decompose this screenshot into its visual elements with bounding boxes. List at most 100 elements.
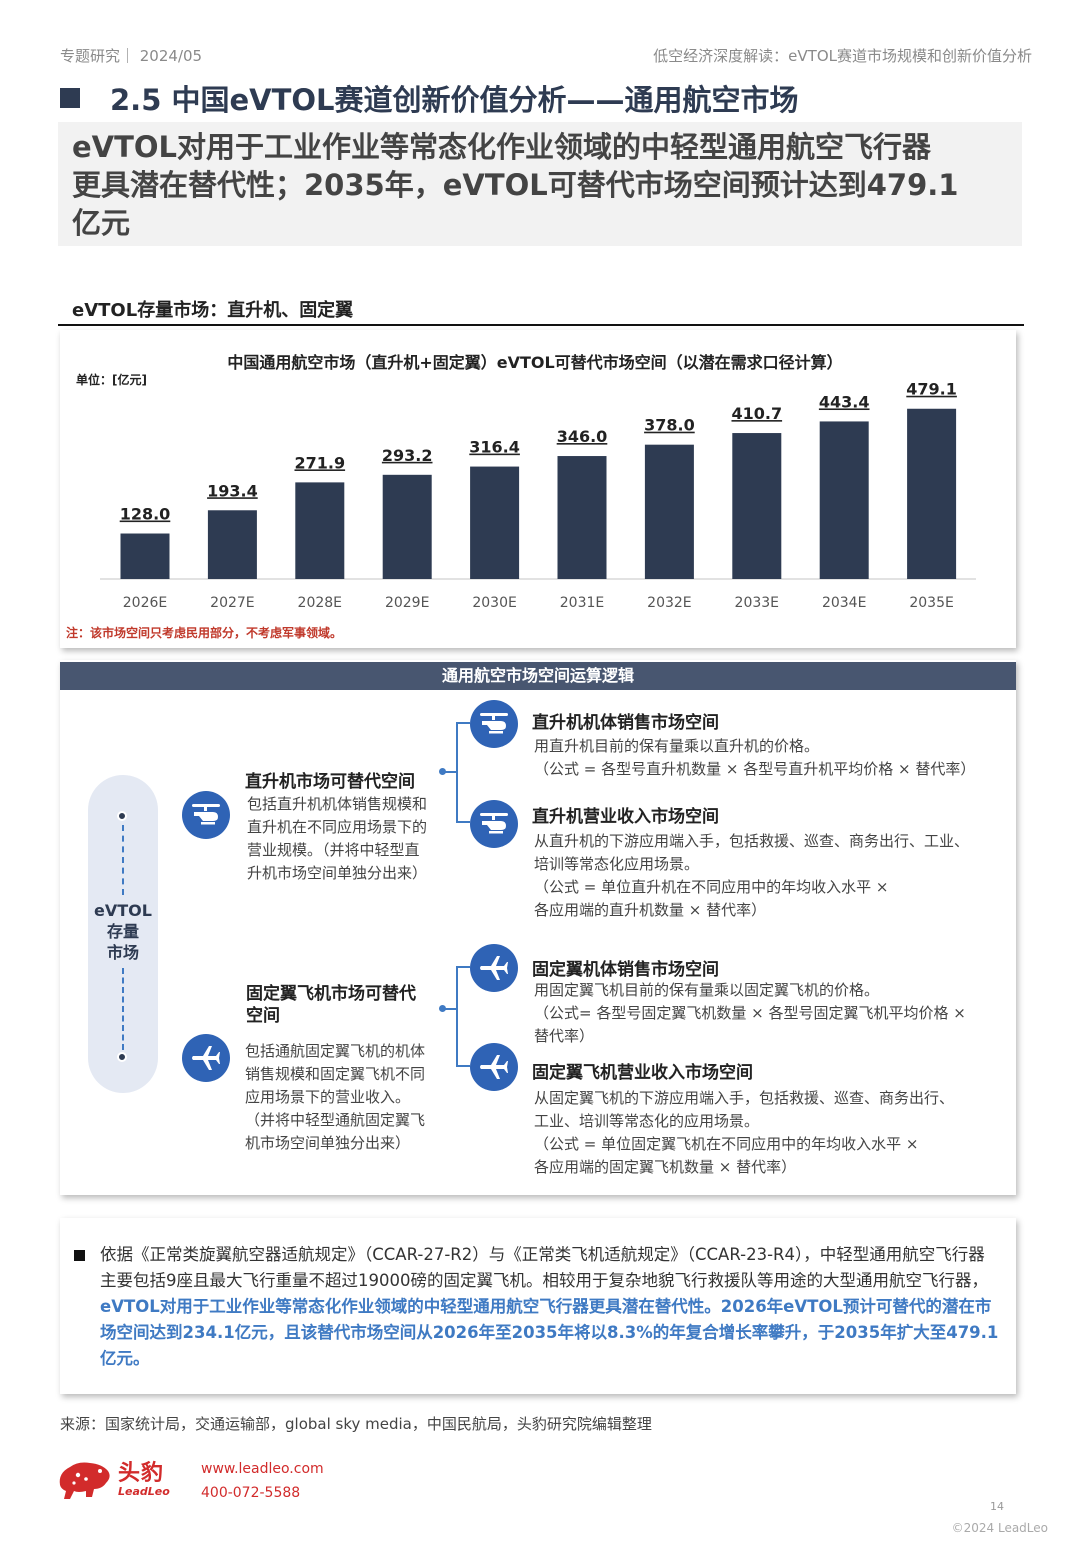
fixed-revenue-desc-line: （公式 = 单位固定翼飞机在不同应用中的年均收入水平 × xyxy=(534,1135,919,1153)
root-dash-top xyxy=(122,825,124,895)
x-tick-2027E: 2027E xyxy=(210,595,254,611)
headline-box: eVTOL对用于工业作业等常态化作业领域的中轻型通用航空飞行器 更具潜在替代性；… xyxy=(58,122,1022,246)
bar-2032E xyxy=(644,444,694,579)
heli-branch-title: 直升机市场可替代空间 xyxy=(245,772,415,792)
heli-desc-line: 升机市场空间单独分出来） xyxy=(247,864,428,882)
website-link[interactable]: www.leadleo.com xyxy=(201,1461,324,1477)
heli-desc-line: 营业规模。（并将中轻型直 xyxy=(247,841,420,859)
bar-2028E xyxy=(295,482,345,579)
data-label-2033E: 410.7 xyxy=(731,404,782,423)
x-tick-2033E: 2033E xyxy=(735,595,779,611)
chart-note: 注：该市场空间只考虑民用部分，不考虑军事领域。 xyxy=(66,625,342,640)
conclusion-box: 依据《正常类旋翼航空器适航规定》（CCAR-27-R2）与《正常类飞机适航规定》… xyxy=(60,1218,1016,1394)
heli-sales-desc-line: 用直升机目前的保有量乘以直升机的价格。 xyxy=(534,737,820,755)
fixed-bracket-top xyxy=(456,966,470,968)
bar-chart: 中国通用航空市场（直升机+固定翼）eVTOL可替代市场空间（以潜在需求口径计算）… xyxy=(66,353,976,640)
root-dot-bottom xyxy=(117,1052,127,1062)
fixed-title-line: 空间 xyxy=(246,1006,280,1026)
square-bullet-icon xyxy=(60,88,80,108)
bar-2030E xyxy=(470,466,520,579)
heli-revenue-desc: 从直升机的下游应用端入手，包括救援、巡查、商务出行、工业、 培训等常态化应用场景… xyxy=(534,830,969,922)
x-tick-2032E: 2032E xyxy=(647,595,691,611)
fixed-revenue-desc-line: 从固定翼飞机的下游应用端入手，包括救援、巡查、商务出行、 xyxy=(534,1089,955,1107)
x-tick-2034E: 2034E xyxy=(822,595,866,611)
bar-2035E xyxy=(907,408,957,579)
heli-revenue-desc-line: （公式 = 单位直升机在不同应用中的年均收入水平 × xyxy=(534,878,889,896)
fixed-desc-line: 机市场空间单独分出来） xyxy=(245,1134,411,1152)
fixed-branch-title: 固定翼飞机市场可替代 空间 xyxy=(246,983,416,1027)
data-label-2029E: 293.2 xyxy=(382,446,433,465)
headline-line-3: 亿元 xyxy=(72,206,131,240)
sub-title-divider xyxy=(58,324,1024,326)
heli-revenue-desc-line: 各应用端的直升机数量 × 替代率） xyxy=(534,901,767,919)
heli-bracket-top xyxy=(456,722,470,724)
fixed-sales-desc-line: 用固定翼飞机目前的保有量乘以固定翼飞机的价格。 xyxy=(534,981,880,999)
conclusion-text: 依据《正常类旋翼航空器适航规定》（CCAR-27-R2）与《正常类飞机适航规定》… xyxy=(100,1242,1000,1372)
airplane-icon xyxy=(182,1034,230,1082)
square-bullet-icon xyxy=(74,1250,85,1261)
chart-title: 中国通用航空市场（直升机+固定翼）eVTOL可替代市场空间（以潜在需求口径计算） xyxy=(227,353,842,372)
phone-number: 400-072-5588 xyxy=(201,1485,301,1501)
fixed-sales-title: 固定翼机体销售市场空间 xyxy=(532,960,719,980)
page-number: 14 xyxy=(990,1500,1004,1513)
fixed-bracket-stem xyxy=(445,1008,457,1010)
fixed-bracket xyxy=(456,966,458,1066)
bar-2033E xyxy=(732,433,782,579)
data-label-2030E: 316.4 xyxy=(469,438,520,457)
fixed-revenue-title: 固定翼飞机营业收入市场空间 xyxy=(532,1063,753,1083)
chart-unit-label: 单位：[亿元] xyxy=(76,372,147,387)
helicopter-icon xyxy=(470,800,518,848)
heli-desc-line: 直升机在不同应用场景下的 xyxy=(247,818,428,836)
bar-2029E xyxy=(382,474,432,579)
x-tick-2026E: 2026E xyxy=(123,595,167,611)
heli-sales-title: 直升机机体销售市场空间 xyxy=(532,713,719,733)
root-label: eVTOL 存量 市场 xyxy=(88,900,158,963)
helicopter-icon xyxy=(470,700,518,748)
airplane-icon xyxy=(470,1043,518,1091)
heli-bracket xyxy=(456,722,458,822)
x-tick-2035E: 2035E xyxy=(909,595,953,611)
footer-logo: 头豹 LeadLeo www.leadleo.com 400-072-5588 xyxy=(56,1455,356,1511)
data-label-2031E: 346.0 xyxy=(557,427,608,446)
chart-panel: 中国通用航空市场（直升机+固定翼）eVTOL可替代市场空间（以潜在需求口径计算）… xyxy=(60,330,1016,648)
fixed-sales-desc-line: （公式= 各型号固定翼飞机数量 × 各型号固定翼飞机平均价格 × xyxy=(534,1004,966,1022)
logic-title-bar: 通用航空市场空间运算逻辑 xyxy=(60,662,1016,690)
heli-bracket-dot xyxy=(439,768,446,775)
bars-group: 128.0 2026E 193.4 2027E 271.9 2028E 293.2 2029E… xyxy=(120,380,957,611)
headline-line-2: 更具潜在替代性；2035年，eVTOL可替代市场空间预计达到479.1 xyxy=(72,168,959,202)
header-left-text: 专题研究｜ 2024/05 xyxy=(60,47,203,65)
fixed-sales-desc: 用固定翼飞机目前的保有量乘以固定翼飞机的价格。 （公式= 各型号固定翼飞机数量 … xyxy=(534,979,966,1048)
x-tick-2029E: 2029E xyxy=(385,595,429,611)
leopard-logo-icon xyxy=(59,1462,110,1499)
data-label-2027E: 193.4 xyxy=(207,481,258,500)
x-tick-2030E: 2030E xyxy=(472,595,516,611)
sub-title: eVTOL存量市场：直升机、固定翼 xyxy=(72,300,354,321)
brand-name-cn: 头豹 xyxy=(118,1461,165,1486)
heli-desc-line: 包括直升机机体销售规模和 xyxy=(247,795,428,813)
data-label-2028E: 271.9 xyxy=(294,453,345,472)
bar-2027E xyxy=(207,510,257,579)
header-right-text: 低空经济深度解读：eVTOL赛道市场规模和创新价值分析 xyxy=(653,47,1032,65)
root-dash-bottom xyxy=(122,968,124,1050)
fixed-bracket-bottom xyxy=(456,1065,470,1067)
root-label-line-2: 存量 xyxy=(106,922,139,941)
fixed-desc-line: 包括通航固定翼飞机的机体 xyxy=(245,1042,426,1060)
fixed-branch-desc: 包括通航固定翼飞机的机体 销售规模和固定翼飞机不同 应用场景下的营业收入。 （并… xyxy=(245,1040,425,1155)
copyright-text: ©2024 LeadLeo xyxy=(951,1521,1048,1535)
conclusion-plain: 依据《正常类旋翼航空器适航规定》（CCAR-27-R2）与《正常类飞机适航规定》… xyxy=(100,1245,988,1290)
fixed-revenue-desc-line: 各应用端的固定翼飞机数量 × 替代率） xyxy=(534,1158,797,1176)
conclusion-highlight: eVTOL对用于工业作业等常态化作业领域的中轻型通用航空飞行器更具潜在替代性。2… xyxy=(100,1297,999,1368)
fixed-title-line: 固定翼飞机市场可替代 xyxy=(246,984,416,1004)
source-text: 来源：国家统计局，交通运输部，global sky media，中国民航局，头豹… xyxy=(60,1415,652,1433)
x-tick-2028E: 2028E xyxy=(298,595,342,611)
root-label-line-3: 市场 xyxy=(106,943,139,962)
helicopter-icon xyxy=(182,791,230,839)
heli-sales-desc-line: （公式 = 各型号直升机数量 × 各型号直升机平均价格 × 替代率） xyxy=(534,760,976,778)
fixed-desc-line: （并将中轻型通航固定翼飞 xyxy=(245,1111,426,1129)
fixed-bracket-dot xyxy=(439,1005,446,1012)
data-label-2026E: 128.0 xyxy=(120,505,171,524)
heli-bracket-bottom xyxy=(456,821,470,823)
x-tick-2031E: 2031E xyxy=(560,595,604,611)
fixed-desc-line: 销售规模和固定翼飞机不同 xyxy=(245,1065,426,1083)
root-dot-top xyxy=(117,811,127,821)
